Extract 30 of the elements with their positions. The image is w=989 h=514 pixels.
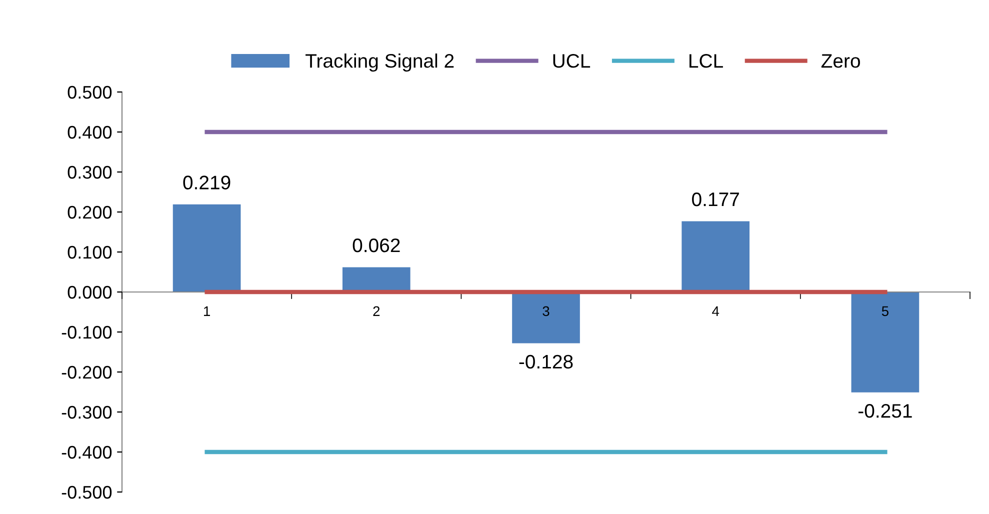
x-tick-label: 3 xyxy=(542,306,550,316)
data-label: 0.177 xyxy=(692,192,739,206)
legend-label: Tracking Signal 2 xyxy=(306,54,454,72)
data-label: -0.128 xyxy=(519,354,573,369)
y-tick-label: 0.400 xyxy=(68,126,112,139)
y-tick-label: 0.000 xyxy=(68,286,112,299)
bar xyxy=(342,267,410,292)
data-label: -0.251 xyxy=(858,404,912,418)
y-tick-label: 0.300 xyxy=(68,166,112,179)
bar xyxy=(512,292,580,344)
y-tick-label: -0.400 xyxy=(62,446,112,459)
bar xyxy=(172,204,241,292)
bar xyxy=(682,221,750,292)
y-tick-label: -0.200 xyxy=(62,366,112,379)
legend-label: LCL xyxy=(690,54,723,68)
legend-label: Zero xyxy=(821,54,860,68)
data-label: 0.219 xyxy=(183,176,230,190)
y-tick-label: -0.500 xyxy=(62,486,112,499)
x-tick-label: 5 xyxy=(882,306,888,316)
x-tick-label: 1 xyxy=(204,306,210,316)
bar xyxy=(851,292,920,392)
legend-label: UCL xyxy=(553,54,590,68)
data-label: 0.062 xyxy=(352,238,400,252)
x-tick-label: 2 xyxy=(373,306,380,316)
y-tick-label: 0.100 xyxy=(68,246,112,259)
y-tick-label: 0.200 xyxy=(68,206,112,219)
x-tick-label: 4 xyxy=(712,306,720,316)
y-tick-label: 0.500 xyxy=(68,86,112,99)
y-tick-label: -0.100 xyxy=(62,326,112,339)
y-tick-label: -0.300 xyxy=(62,406,112,419)
